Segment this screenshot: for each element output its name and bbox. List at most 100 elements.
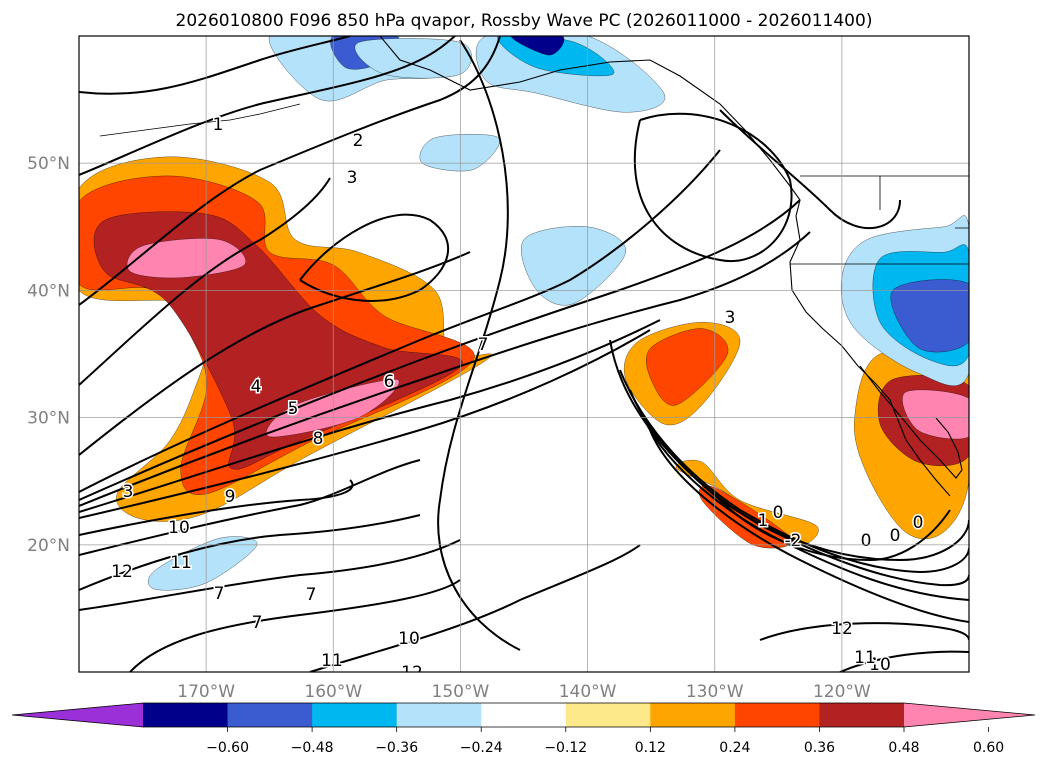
contour-label: 0 <box>861 531 872 551</box>
x-tick-labels: 170°W 160°W 150°W 140°W 130°W 120°W <box>177 682 871 702</box>
contour-label: 0 <box>890 526 901 546</box>
shaded-region-20 <box>890 279 969 353</box>
contour-label: 0 <box>773 503 784 523</box>
coastline-layer <box>99 36 969 497</box>
contour-line-24 <box>437 39 521 651</box>
contour-line-4 <box>79 251 471 456</box>
colorbar-segment <box>227 703 313 727</box>
contour-line-23 <box>839 650 969 672</box>
x-tick-label: 120°W <box>813 682 871 702</box>
contour-label: 5 <box>288 399 299 419</box>
shaded-region-21 <box>520 226 626 306</box>
colorbar-extend-low <box>12 703 143 727</box>
contour-label: 12 <box>401 663 423 683</box>
y-tick-label: 20°N <box>27 536 70 556</box>
colorbar-tick-label: −0.24 <box>460 740 503 756</box>
contour-label: 3 <box>123 482 134 502</box>
contour-line-25 <box>633 112 793 263</box>
contour-label: 11 <box>170 553 192 573</box>
contour-label: 12 <box>111 562 133 582</box>
colorbar-tick-labels: −0.60 −0.48 −0.36 −0.24 −0.12 0.12 0.24 0.36 0.4… <box>206 727 1004 756</box>
x-tick-label: 140°W <box>559 682 617 702</box>
contour-label: 1 <box>758 511 769 531</box>
x-tick-label: 130°W <box>686 682 744 702</box>
contour-label: 10 <box>869 655 891 675</box>
y-tick-label: 30°N <box>27 409 70 429</box>
contour-line-5 <box>79 149 721 493</box>
contour-line-20 <box>649 429 969 623</box>
colorbar-segment <box>650 703 736 727</box>
contour-label: 3 <box>725 308 736 328</box>
colorbar-segment <box>481 703 567 727</box>
shaded-region-22 <box>419 133 501 172</box>
contour-line-0 <box>79 36 351 95</box>
colorbar-segment <box>396 703 482 727</box>
colorbar-tick-label: 0.24 <box>719 740 750 756</box>
contour-line-13 <box>79 539 461 611</box>
shading-layer <box>79 36 969 591</box>
shaded-region-6 <box>646 328 729 406</box>
contour-line-8 <box>79 319 661 513</box>
contour-label: 7 <box>306 585 317 605</box>
aleutian-islands <box>99 103 301 137</box>
shaded-region-11 <box>902 389 969 440</box>
y-tick-labels: 20°N 30°N 40°N 50°N <box>27 154 70 556</box>
shaded-region-23 <box>147 536 258 591</box>
colorbar-extend-high <box>904 703 1035 727</box>
contour-label: 1 <box>213 115 224 135</box>
colorbar-segment <box>819 703 905 727</box>
colorbar-outline <box>11 702 1036 728</box>
contour-line-16 <box>609 339 969 562</box>
chart-title: 2026010800 F096 850 hPa qvapor, Rossby W… <box>176 11 873 31</box>
contour-label: 4 <box>251 377 262 397</box>
contour-label: 10 <box>168 518 190 538</box>
contour-line-22 <box>759 622 969 641</box>
contour-label: 7 <box>478 335 489 355</box>
contour-label: 8 <box>313 429 324 449</box>
colorbar-segment <box>565 703 651 727</box>
colorbar <box>11 702 1036 728</box>
us-border <box>790 175 969 265</box>
coastline-california <box>789 261 951 497</box>
colorbar-segment <box>312 703 398 727</box>
contour-line-2 <box>79 36 501 306</box>
colorbar-tick-label: 0.60 <box>973 740 1004 756</box>
colorbar-tick-label: 0.48 <box>888 740 919 756</box>
colorbar-segment <box>143 703 229 727</box>
contour-label: 6 <box>384 372 395 392</box>
coastline-alaska <box>379 36 801 263</box>
contour-label: -2 <box>785 531 802 551</box>
contour-line-12 <box>79 514 421 591</box>
colorbar-tick-label: −0.60 <box>206 740 249 756</box>
contour-label: 11 <box>321 651 343 671</box>
x-tick-label: 160°W <box>304 682 362 702</box>
contour-line-21 <box>719 499 951 562</box>
contour-line-9 <box>79 329 651 519</box>
contour-label: 2 <box>353 131 364 151</box>
colorbar-tick-label: −0.36 <box>375 740 418 756</box>
contour-line-27 <box>719 109 901 229</box>
contour-label: 7 <box>214 584 225 604</box>
shaded-region-16 <box>511 36 565 56</box>
contour-label: 0 <box>913 513 924 533</box>
x-tick-label: 170°W <box>177 682 235 702</box>
contour-line-15 <box>309 544 641 672</box>
contour-label: 7 <box>252 613 263 633</box>
colorbar-tick-label: 0.36 <box>804 740 835 756</box>
contour-line-11 <box>79 459 421 556</box>
x-tick-label: 150°W <box>432 682 490 702</box>
contour-line-10 <box>79 479 354 536</box>
y-tick-label: 40°N <box>27 281 70 301</box>
colorbar-tick-label: −0.48 <box>291 740 334 756</box>
contour-line-1 <box>79 36 456 176</box>
contour-line-17 <box>619 369 969 574</box>
y-tick-label: 50°N <box>27 154 70 174</box>
contour-label: 10 <box>398 629 420 649</box>
colorbar-tick-label: 0.12 <box>635 740 666 756</box>
colorbar-segment <box>734 703 820 727</box>
contour-label: 11 <box>854 648 876 668</box>
coastline-baja <box>859 365 963 479</box>
contour-line-3 <box>79 177 331 386</box>
